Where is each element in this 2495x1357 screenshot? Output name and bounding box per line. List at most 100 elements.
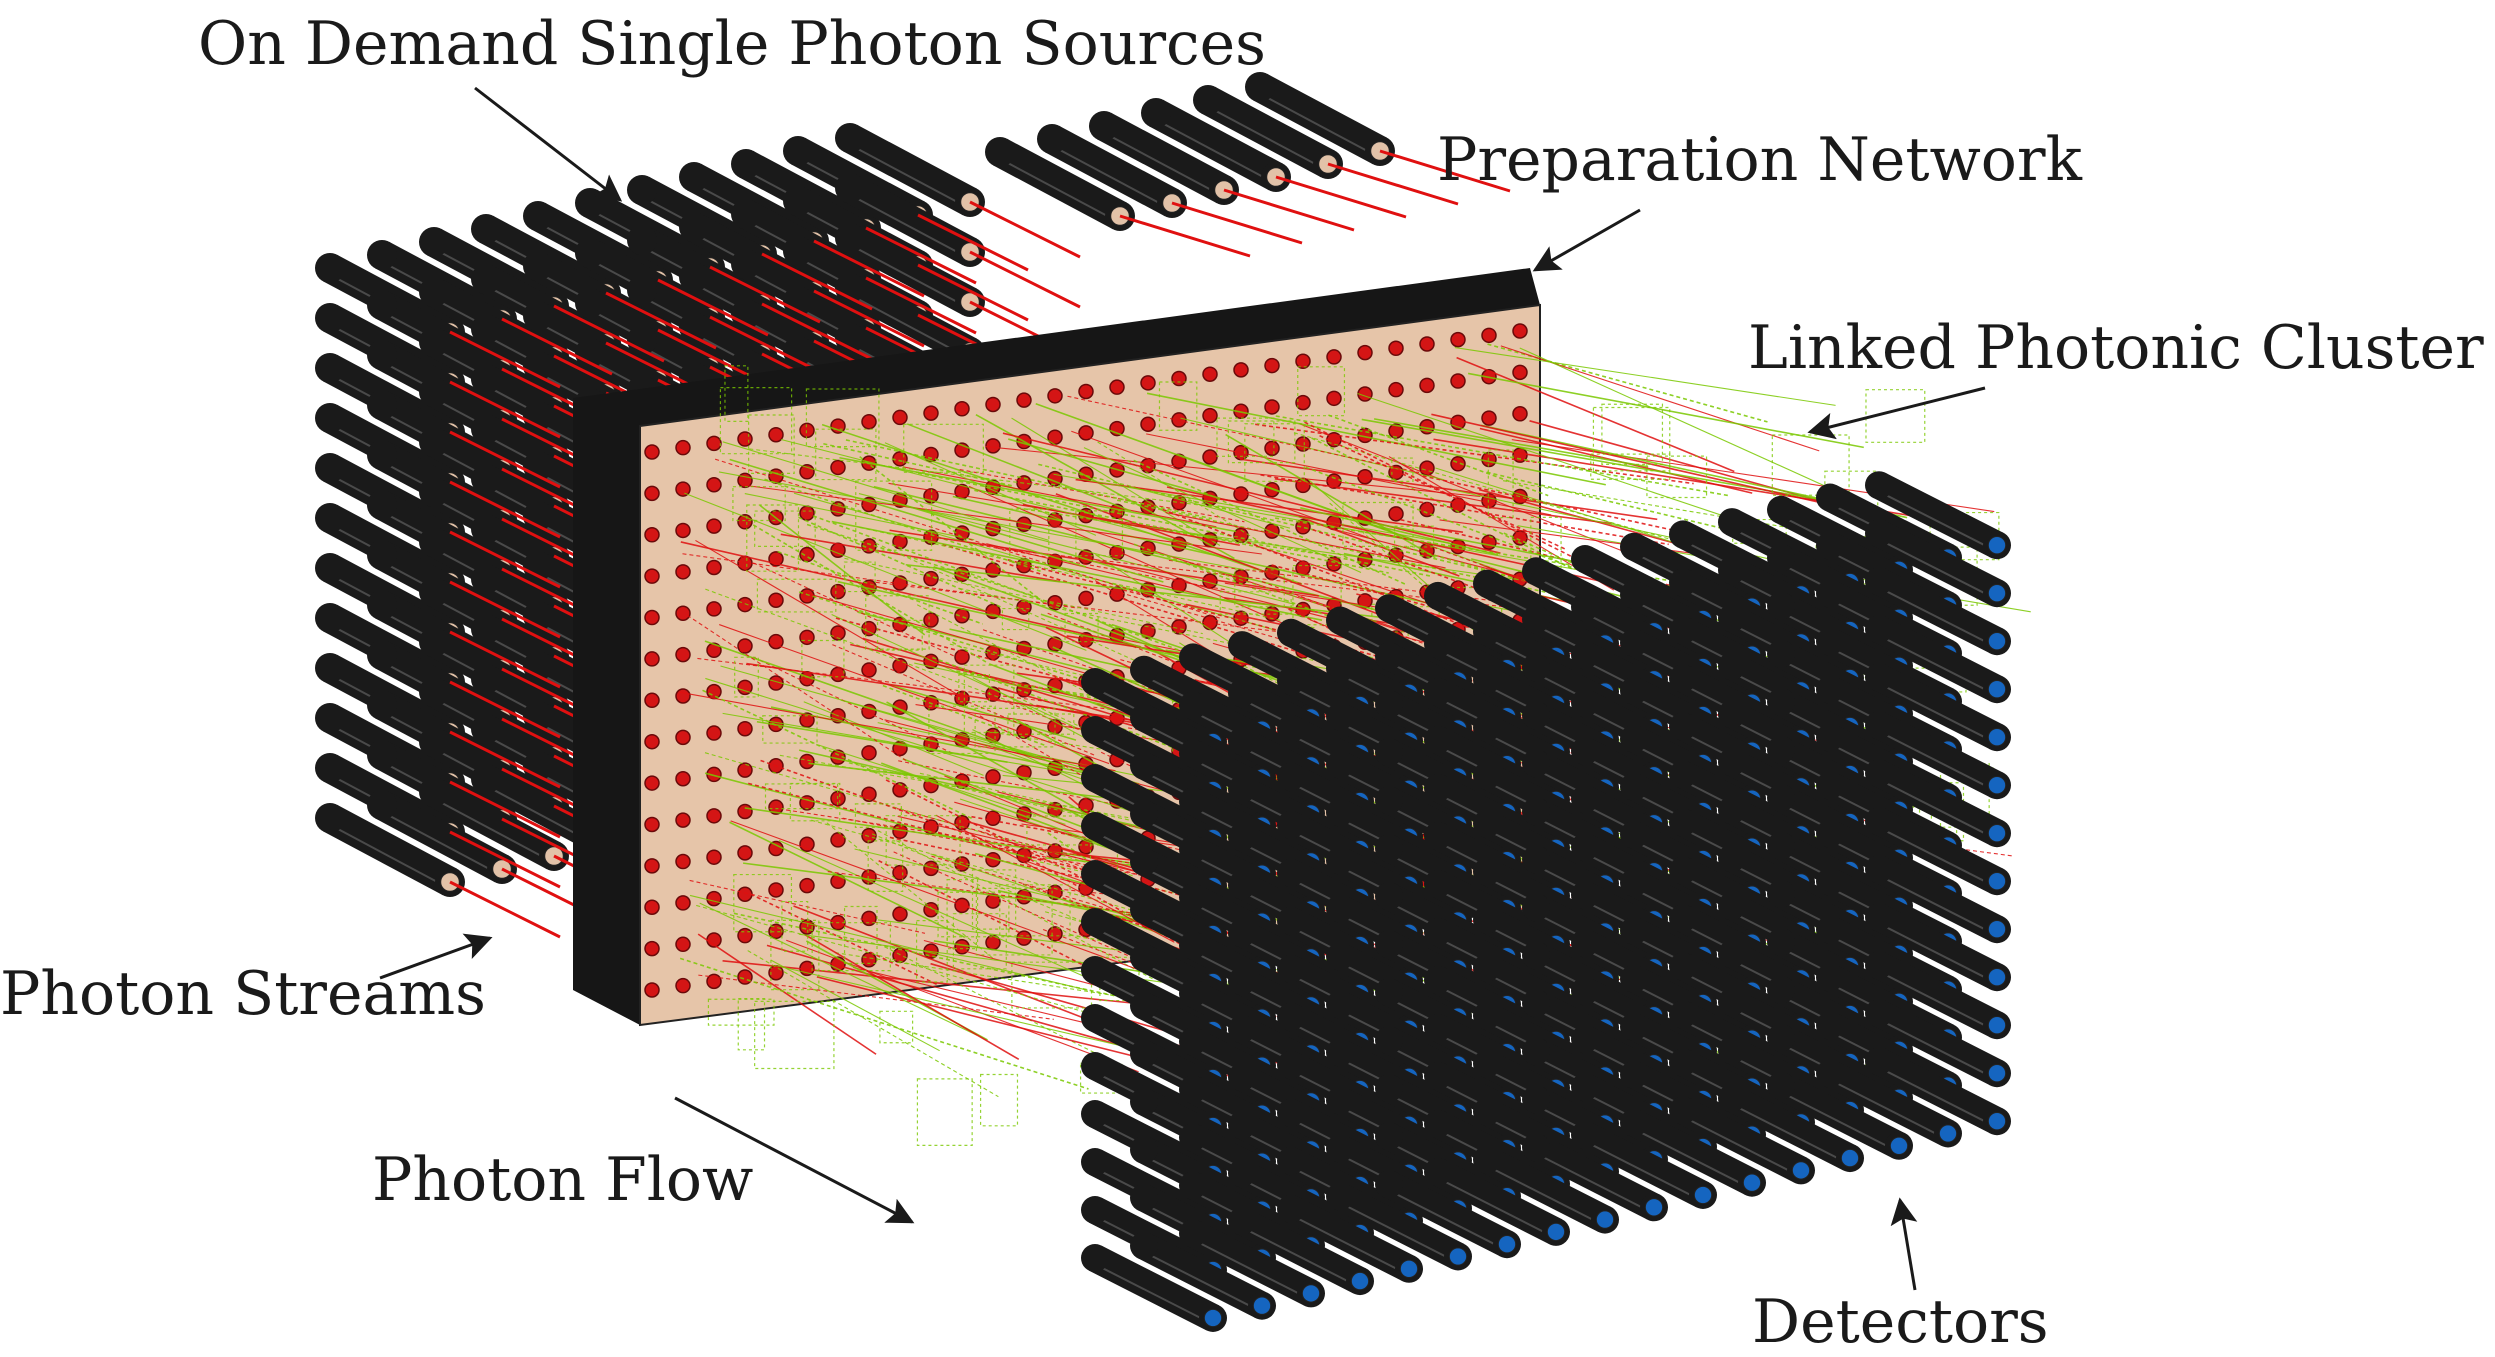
panel-port bbox=[1140, 416, 1156, 432]
cylinder-detector-icon bbox=[1277, 1194, 1423, 1283]
panel-port bbox=[675, 688, 691, 704]
cluster-link bbox=[689, 894, 1088, 991]
panel-port bbox=[737, 886, 753, 903]
photon-stream-line bbox=[813, 289, 925, 348]
panel-port bbox=[1357, 344, 1373, 361]
cluster-link bbox=[698, 974, 1054, 1020]
photon-stream-line bbox=[449, 330, 561, 389]
panel-port bbox=[737, 638, 753, 654]
cluster-link bbox=[756, 720, 1008, 764]
cluster-node bbox=[815, 428, 877, 481]
cluster-link bbox=[805, 934, 1020, 1061]
cluster-link bbox=[679, 957, 1089, 1090]
panel-port bbox=[737, 762, 753, 778]
cluster-link bbox=[1300, 507, 1499, 556]
cluster-node bbox=[903, 423, 984, 473]
panel-port bbox=[737, 845, 753, 861]
flow-label: Photon Flow bbox=[372, 1145, 754, 1215]
panel-port bbox=[1078, 425, 1094, 441]
panel-port bbox=[675, 439, 691, 456]
cluster-link bbox=[1422, 475, 1716, 541]
panel-port bbox=[1264, 357, 1280, 374]
cluster-link bbox=[968, 485, 1328, 644]
cluster-node bbox=[971, 869, 1017, 930]
cluster-link bbox=[803, 701, 984, 776]
cluster-link bbox=[859, 526, 1317, 629]
cluster-node bbox=[748, 414, 795, 474]
panel-port bbox=[1419, 460, 1435, 476]
detector-array bbox=[1081, 471, 2011, 1332]
cluster-link bbox=[839, 456, 1237, 533]
cluster-link bbox=[770, 959, 940, 1052]
cylinder-source-icon bbox=[315, 803, 465, 897]
cluster-link bbox=[780, 533, 1061, 583]
cluster-link bbox=[985, 446, 1481, 498]
cluster-link bbox=[741, 484, 1262, 555]
cylinder-source-icon bbox=[835, 173, 985, 267]
cluster-node bbox=[1391, 457, 1414, 482]
panel-port bbox=[1388, 506, 1404, 522]
panel-port bbox=[737, 803, 753, 820]
panel-port bbox=[830, 666, 846, 683]
cluster-node bbox=[1292, 564, 1342, 626]
panel-port bbox=[675, 812, 691, 828]
cluster-link bbox=[889, 529, 1319, 597]
cylinder-source-icon bbox=[367, 790, 517, 884]
panel-port bbox=[892, 409, 908, 426]
cluster-link bbox=[1067, 395, 1420, 474]
panel-port bbox=[1233, 610, 1249, 626]
cluster-node bbox=[1158, 381, 1198, 431]
cluster-link bbox=[760, 759, 1046, 863]
photon-stream-line bbox=[449, 480, 561, 539]
cluster-node bbox=[928, 705, 996, 755]
cluster-link bbox=[896, 808, 1213, 896]
panel-port bbox=[737, 679, 753, 696]
panel-port bbox=[644, 858, 660, 874]
cluster-link bbox=[889, 836, 1090, 881]
panel-port bbox=[675, 729, 691, 746]
panel-port bbox=[675, 895, 691, 911]
panel-port bbox=[675, 605, 691, 621]
cluster-link bbox=[1097, 441, 1258, 541]
panel-port bbox=[706, 435, 722, 452]
cluster-link bbox=[1075, 478, 1464, 534]
cylinder-detector-icon bbox=[1130, 1231, 1276, 1320]
flow-arrow-icon bbox=[674, 1096, 915, 1224]
panel-port bbox=[737, 431, 753, 447]
panel-port bbox=[799, 629, 815, 646]
panel-port bbox=[644, 568, 660, 584]
photon-stream-line bbox=[865, 226, 977, 285]
cluster-node bbox=[754, 510, 816, 547]
photon-stream-line bbox=[761, 252, 873, 311]
cluster-node bbox=[746, 504, 800, 572]
network-arrow-icon bbox=[1532, 208, 1641, 272]
detectors-arrow-icon bbox=[1890, 1197, 1918, 1291]
panel-port bbox=[892, 864, 908, 881]
cluster-link bbox=[704, 772, 1033, 860]
photon-stream-line bbox=[1223, 188, 1355, 232]
panel-port bbox=[1078, 590, 1094, 607]
panel-port bbox=[1419, 336, 1435, 352]
panel-port bbox=[1202, 366, 1218, 382]
panel-port bbox=[1481, 534, 1497, 550]
panel-port bbox=[1264, 399, 1280, 415]
panel-port bbox=[1140, 540, 1156, 557]
photon-stream-line bbox=[813, 239, 925, 298]
panel-port bbox=[675, 481, 691, 497]
cluster-link bbox=[695, 539, 968, 701]
cluster-link bbox=[740, 556, 959, 659]
cluster-node bbox=[811, 922, 891, 972]
cluster-link bbox=[892, 501, 1164, 583]
photon-stream-line bbox=[449, 880, 561, 939]
panel-port bbox=[706, 890, 722, 907]
panel-port bbox=[923, 901, 939, 918]
cluster-node bbox=[1601, 403, 1664, 465]
cluster-link bbox=[898, 760, 1113, 805]
panel-port bbox=[1450, 456, 1466, 472]
cluster-node bbox=[1865, 389, 1926, 443]
cluster-link bbox=[704, 640, 1066, 768]
cluster-link bbox=[1071, 430, 1380, 543]
cluster-link bbox=[1017, 507, 1335, 557]
panel-port bbox=[1264, 440, 1280, 457]
